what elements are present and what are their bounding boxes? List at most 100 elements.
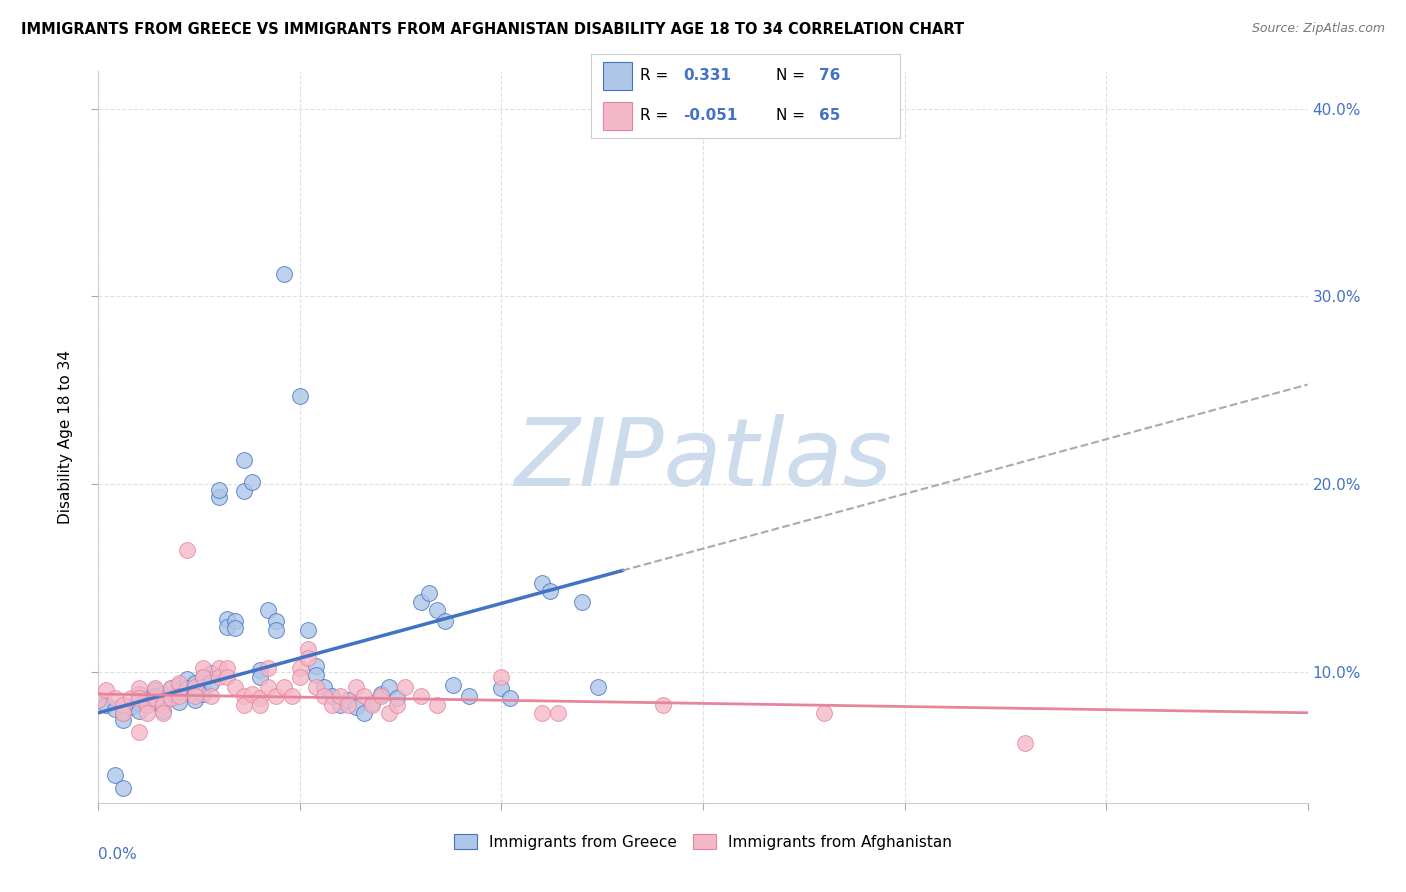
Point xyxy=(361,697,384,711)
Point xyxy=(193,687,215,701)
Y-axis label: Disability Age 18 to 34: Disability Age 18 to 34 xyxy=(58,350,73,524)
Point xyxy=(370,687,392,701)
Point xyxy=(249,690,271,705)
Text: Source: ZipAtlas.com: Source: ZipAtlas.com xyxy=(1251,22,1385,36)
Point xyxy=(458,689,481,703)
Point xyxy=(193,661,215,675)
Point xyxy=(288,670,311,684)
Point xyxy=(128,704,150,718)
Point xyxy=(167,685,190,699)
Point xyxy=(176,542,198,557)
Point xyxy=(103,690,125,705)
Point xyxy=(232,689,254,703)
Point xyxy=(530,706,553,720)
Point xyxy=(288,661,311,675)
Point xyxy=(193,670,215,684)
Point xyxy=(167,689,190,703)
Point xyxy=(193,670,215,684)
Point xyxy=(224,621,246,635)
Point xyxy=(120,690,142,705)
Text: N =: N = xyxy=(776,108,806,123)
Point xyxy=(337,698,360,713)
Point xyxy=(217,619,239,633)
Point xyxy=(232,452,254,467)
Point xyxy=(184,685,207,699)
Point xyxy=(1014,736,1036,750)
Point xyxy=(160,681,183,696)
Point xyxy=(273,680,295,694)
Point xyxy=(103,767,125,781)
Point xyxy=(143,694,166,708)
Point xyxy=(353,689,375,703)
Point xyxy=(441,678,464,692)
Point xyxy=(491,681,513,696)
Point xyxy=(314,689,336,703)
Point xyxy=(256,661,278,675)
Point xyxy=(143,689,166,703)
Point xyxy=(491,670,513,684)
Point xyxy=(377,680,399,694)
Text: ZIPatlas: ZIPatlas xyxy=(515,414,891,505)
FancyBboxPatch shape xyxy=(603,62,633,90)
Point xyxy=(305,659,328,673)
Point xyxy=(538,583,561,598)
Point xyxy=(224,614,246,628)
Point xyxy=(273,267,295,281)
Point xyxy=(256,680,278,694)
Text: R =: R = xyxy=(640,69,668,84)
Point xyxy=(232,698,254,713)
FancyBboxPatch shape xyxy=(603,102,633,130)
Text: 76: 76 xyxy=(820,69,841,84)
Point xyxy=(143,681,166,696)
Point xyxy=(385,698,408,713)
Point xyxy=(297,624,319,638)
Point xyxy=(152,704,174,718)
Point xyxy=(111,713,134,727)
Point xyxy=(329,698,352,713)
Point xyxy=(193,680,215,694)
Point xyxy=(143,683,166,698)
Point xyxy=(249,698,271,713)
Point xyxy=(297,642,319,657)
Point xyxy=(224,680,246,694)
Point xyxy=(111,706,134,720)
Point xyxy=(128,724,150,739)
Point xyxy=(200,689,222,703)
Point xyxy=(217,612,239,626)
Legend: Immigrants from Greece, Immigrants from Afghanistan: Immigrants from Greece, Immigrants from … xyxy=(447,826,959,857)
Point xyxy=(200,807,222,822)
Point xyxy=(240,475,263,489)
Point xyxy=(264,614,287,628)
Point xyxy=(321,689,343,703)
Point xyxy=(385,690,408,705)
Point xyxy=(167,694,190,708)
Point xyxy=(217,670,239,684)
Point xyxy=(200,666,222,681)
Point xyxy=(264,689,287,703)
Point xyxy=(314,680,336,694)
Point xyxy=(103,702,125,716)
Point xyxy=(208,483,231,497)
Point xyxy=(87,692,110,706)
Point xyxy=(200,675,222,690)
Point xyxy=(321,698,343,713)
Point xyxy=(135,698,157,713)
Point xyxy=(426,698,449,713)
Point xyxy=(111,698,134,713)
Point xyxy=(337,692,360,706)
Text: 0.0%: 0.0% xyxy=(98,847,138,862)
Point xyxy=(281,689,304,703)
Point xyxy=(96,683,118,698)
Point xyxy=(111,780,134,795)
Point xyxy=(377,706,399,720)
Point xyxy=(530,576,553,591)
Point xyxy=(434,614,457,628)
Point xyxy=(167,675,190,690)
Point xyxy=(217,661,239,675)
Text: -0.051: -0.051 xyxy=(683,108,738,123)
Point xyxy=(394,680,416,694)
Point xyxy=(370,689,392,703)
Point xyxy=(152,697,174,711)
Point xyxy=(329,689,352,703)
Point xyxy=(426,602,449,616)
